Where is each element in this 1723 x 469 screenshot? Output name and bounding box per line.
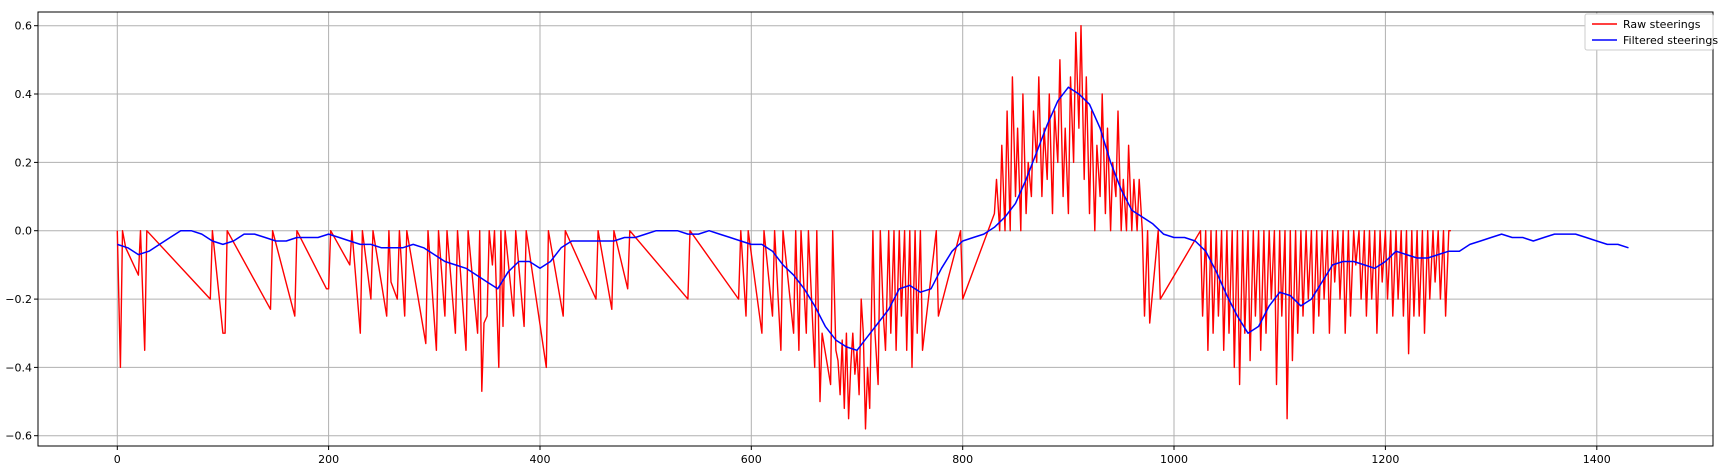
x-axis: 0 200 400 600 800 1000 1200 1400 [114,446,1611,466]
x-tick-label: 1000 [1160,453,1188,466]
series-raw-steerings [116,25,1451,430]
legend-box [1584,13,1714,51]
y-tick-label: −0.2 [5,293,32,306]
y-tick-label: −0.4 [5,361,32,374]
legend: Raw steerings Filtered steerings [1584,13,1718,51]
series-line [116,25,1451,430]
y-axis: −0.6 −0.4 −0.2 0.0 0.2 0.4 0.6 [5,20,38,443]
x-tick-label: 200 [318,453,339,466]
x-tick-label: 0 [114,453,121,466]
x-tick-label: 400 [530,453,551,466]
y-tick-label: 0.4 [15,88,33,101]
x-tick-label: 800 [952,453,973,466]
x-tick-label: 600 [741,453,762,466]
y-tick-label: 0.0 [15,225,33,238]
series-line [117,86,1629,352]
x-tick-label: 1200 [1371,453,1399,466]
legend-label-filtered: Filtered steerings [1623,34,1718,47]
series-filtered-steerings [117,86,1629,352]
x-tick-label: 1400 [1583,453,1611,466]
y-tick-label: 0.6 [15,20,33,33]
y-tick-label: 0.2 [15,156,33,169]
grid [38,12,1713,446]
y-tick-label: −0.6 [5,430,32,443]
plot-frame [37,11,1714,447]
legend-label-raw: Raw steerings [1623,18,1701,31]
series-group [116,25,1629,430]
